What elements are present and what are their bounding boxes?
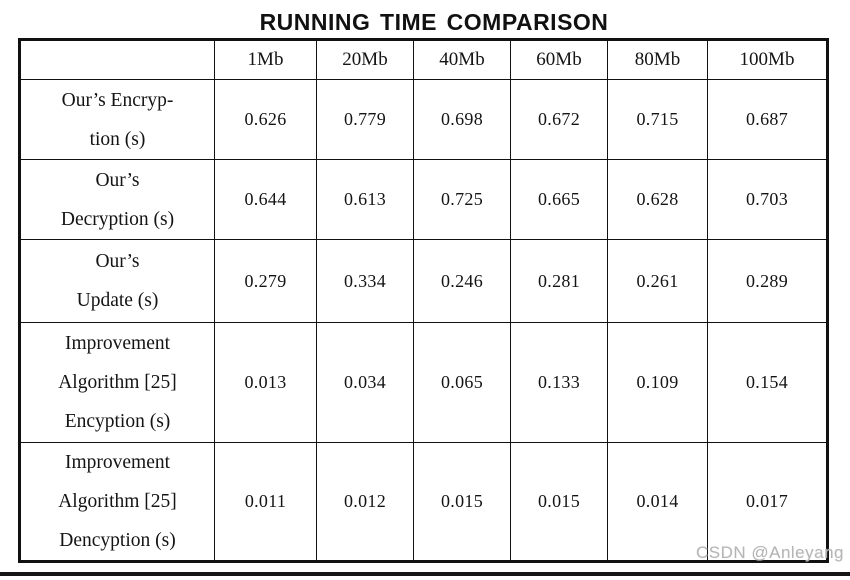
- table-row: Our’s Encryp- tion (s) 0.626 0.779 0.698…: [19, 79, 828, 160]
- watermark: CSDN @Anleyang: [695, 543, 844, 562]
- row-label-improvement-encyption: Improvement Algorithm [25] Encyption (s): [19, 322, 215, 443]
- row-label-ours-update: Our’s Update (s): [19, 239, 215, 323]
- cell-value: 0.261: [607, 239, 708, 323]
- table-title: Running Time Comparison: [259, 0, 609, 37]
- cell-value: 0.289: [707, 239, 828, 323]
- cell-value: 0.014: [607, 442, 708, 562]
- cell-value: 0.109: [607, 322, 708, 443]
- row-label-ours-encryption: Our’s Encryp- tion (s): [19, 79, 215, 160]
- cell-value: 0.779: [316, 79, 414, 160]
- cell-value: 0.017: [707, 442, 828, 562]
- cell-value: 0.013: [214, 322, 317, 443]
- cell-value: 0.687: [707, 79, 828, 160]
- table-row: Our’s Decryption (s) 0.644 0.613 0.725 0…: [19, 159, 828, 240]
- cell-value: 0.279: [214, 239, 317, 323]
- cell-value: 0.628: [607, 159, 708, 240]
- cell-value: 0.715: [607, 79, 708, 160]
- row-label-line: Algorithm [25]: [58, 491, 177, 512]
- row-label-line: Update (s): [76, 290, 159, 311]
- cell-value: 0.015: [413, 442, 511, 562]
- row-label-line: Our’s Encryp-: [61, 89, 174, 111]
- row-label-line: tion (s): [89, 128, 146, 150]
- bottom-divider-rule: [0, 572, 850, 576]
- row-label-improvement-dencyption: Improvement Algorithm [25] Dencyption (s…: [19, 442, 215, 562]
- cell-value: 0.065: [413, 322, 511, 443]
- cell-value: 0.703: [707, 159, 828, 240]
- row-label-line: Our’s: [95, 251, 140, 272]
- cell-value: 0.034: [316, 322, 414, 443]
- row-label-line: Algorithm [25]: [58, 372, 177, 393]
- cell-value: 0.698: [413, 79, 511, 160]
- row-label-line: Dencyption (s): [59, 530, 176, 551]
- running-time-comparison-table: 1Mb 20Mb 40Mb 60Mb 80Mb 100Mb Our’s Encr…: [18, 38, 829, 563]
- row-label-line: Improvement: [64, 333, 171, 354]
- cell-value: 0.725: [413, 159, 511, 240]
- column-header-20mb: 20Mb: [316, 39, 414, 80]
- table-row: Improvement Algorithm [25] Dencyption (s…: [19, 442, 828, 562]
- cell-value: 0.012: [316, 442, 414, 562]
- cell-value: 0.672: [510, 79, 608, 160]
- cell-value: 0.281: [510, 239, 608, 323]
- cell-value: 0.665: [510, 159, 608, 240]
- column-header-60mb: 60Mb: [510, 39, 608, 80]
- row-label-line: Encyption (s): [64, 411, 171, 432]
- table-row: Our’s Update (s) 0.279 0.334 0.246 0.281…: [19, 239, 828, 323]
- row-label-line: Improvement: [64, 452, 171, 473]
- cell-value: 0.626: [214, 79, 317, 160]
- column-header-100mb: 100Mb: [707, 39, 828, 80]
- column-header-40mb: 40Mb: [413, 39, 511, 80]
- row-label-ours-decryption: Our’s Decryption (s): [19, 159, 215, 240]
- header-row: 1Mb 20Mb 40Mb 60Mb 80Mb 100Mb: [19, 39, 828, 80]
- cell-value: 0.644: [214, 159, 317, 240]
- cell-value: 0.015: [510, 442, 608, 562]
- table-row: Improvement Algorithm [25] Encyption (s)…: [19, 322, 828, 443]
- cell-value: 0.613: [316, 159, 414, 240]
- column-header-1mb: 1Mb: [214, 39, 317, 80]
- cell-value: 0.246: [413, 239, 511, 323]
- cell-value: 0.334: [316, 239, 414, 323]
- cell-value: 0.154: [707, 322, 828, 443]
- column-header-80mb: 80Mb: [607, 39, 708, 80]
- cell-value: 0.011: [214, 442, 317, 562]
- cell-value: 0.133: [510, 322, 608, 443]
- row-label-line: Our’s: [95, 169, 140, 191]
- row-label-line: Decryption (s): [60, 208, 175, 230]
- header-empty-cell: [19, 39, 215, 80]
